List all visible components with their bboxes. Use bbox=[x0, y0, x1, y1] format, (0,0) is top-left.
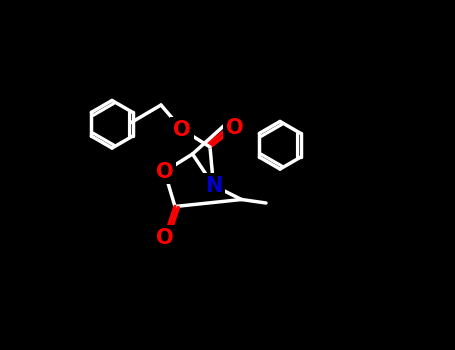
Text: O: O bbox=[156, 228, 173, 248]
Text: O: O bbox=[226, 118, 243, 138]
Text: N: N bbox=[205, 175, 222, 196]
Text: O: O bbox=[156, 161, 173, 182]
Text: O: O bbox=[173, 119, 191, 140]
